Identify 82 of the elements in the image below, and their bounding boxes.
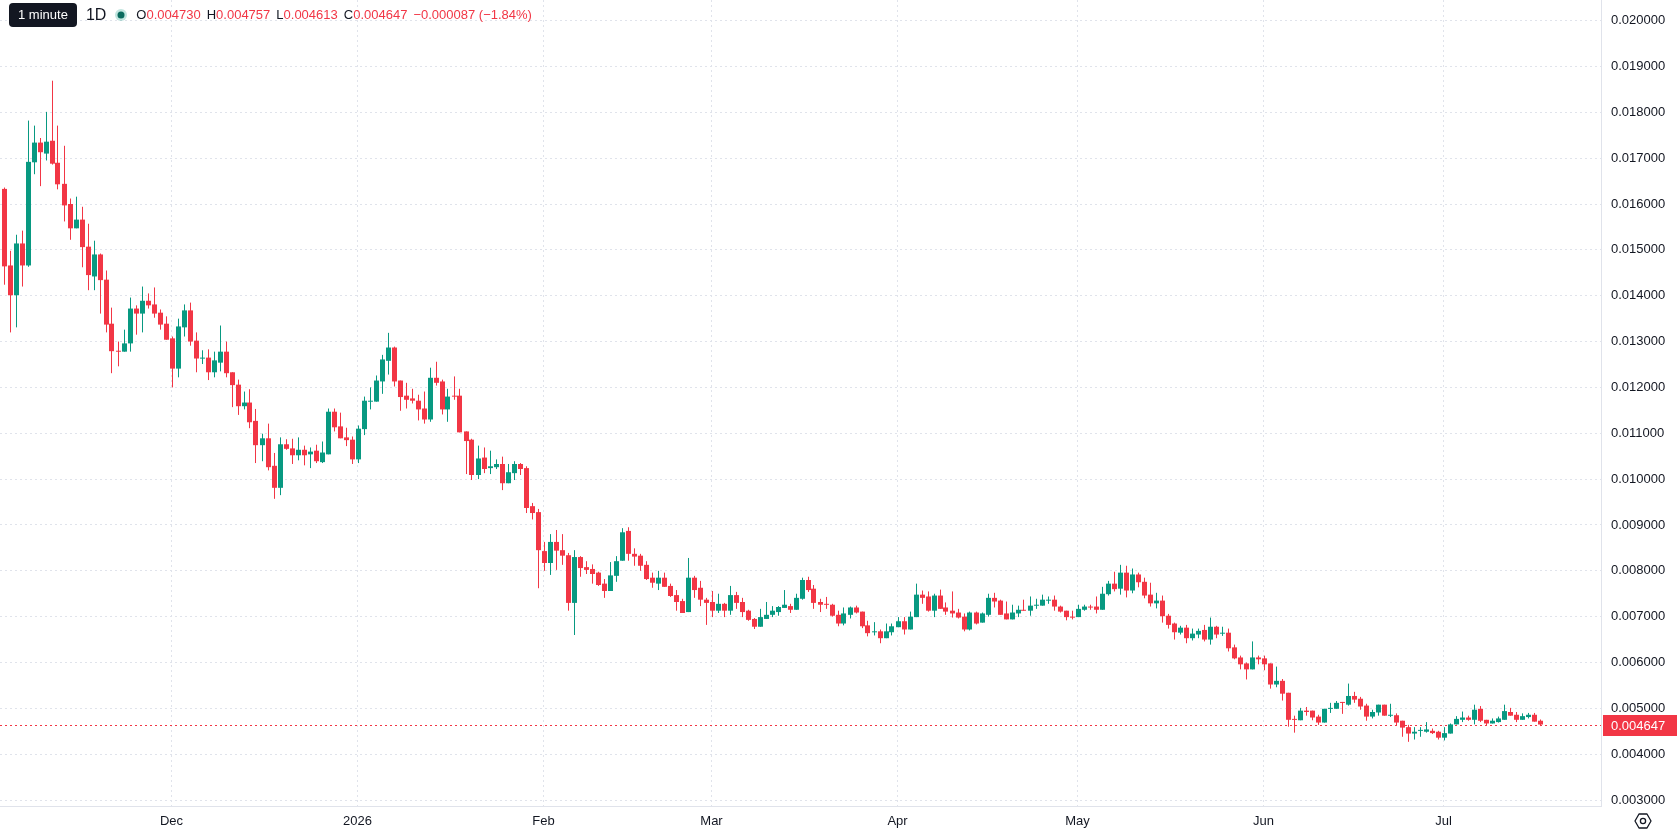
candlestick xyxy=(932,593,937,618)
x-tick-label: Feb xyxy=(532,813,555,829)
y-tick-label: 0.004000 xyxy=(1611,745,1666,761)
candlestick xyxy=(548,533,553,576)
candlestick xyxy=(134,304,139,336)
y-tick-label: 0.013000 xyxy=(1611,333,1666,349)
candlestick xyxy=(74,196,79,229)
y-tick-label: 0.018000 xyxy=(1611,103,1666,119)
y-tick-label: 0.005000 xyxy=(1611,699,1666,715)
candlestick xyxy=(1100,586,1105,611)
candlestick xyxy=(872,621,877,636)
x-tick-label: May xyxy=(1065,813,1091,829)
candlestick xyxy=(728,585,733,616)
ref-line-label: 0.004647 xyxy=(1611,717,1666,733)
y-tick-label: 0.019000 xyxy=(1611,58,1666,74)
candlestick xyxy=(500,456,505,491)
y-tick-label: 0.007000 xyxy=(1611,608,1666,624)
y-tick-label: 0.015000 xyxy=(1611,241,1666,257)
candlestick xyxy=(314,444,319,464)
x-tick-label: Dec xyxy=(159,813,184,829)
candlestick xyxy=(1250,640,1255,670)
candlestick xyxy=(626,526,631,562)
y-tick-label: 0.003000 xyxy=(1611,791,1666,807)
candlestick xyxy=(260,433,265,462)
annotation: C0.004647 xyxy=(343,7,408,22)
candlestick xyxy=(482,446,487,474)
candlestick xyxy=(967,611,972,631)
candlestick xyxy=(350,435,355,465)
candlestick xyxy=(476,445,481,480)
candlestick xyxy=(1124,565,1129,598)
candlestick xyxy=(38,137,43,187)
y-tick-label: 0.010000 xyxy=(1611,470,1666,486)
x-tick-label: Jun xyxy=(1253,813,1274,829)
candlestick xyxy=(1388,703,1393,718)
candlestick xyxy=(1274,666,1279,688)
x-tick-label: Mar xyxy=(700,813,724,829)
x-tick-label: 2026 xyxy=(343,813,372,829)
y-tick-label: 0.008000 xyxy=(1611,562,1666,578)
candlestick xyxy=(416,394,421,421)
y-tick-label: 0.006000 xyxy=(1611,654,1666,670)
candlestick xyxy=(32,125,37,175)
candlestick xyxy=(542,541,547,572)
candlestick xyxy=(140,286,145,333)
candlestick xyxy=(122,329,127,353)
candlestick xyxy=(1028,595,1033,617)
candlestick xyxy=(445,388,450,423)
x-tick-label: Apr xyxy=(887,813,909,829)
annotation: L0.004613 xyxy=(276,7,338,22)
annotation: H0.004757 xyxy=(206,7,271,22)
candlestick xyxy=(914,583,919,618)
candlestick xyxy=(200,349,205,365)
candlestick xyxy=(116,341,121,367)
candlestick xyxy=(1472,704,1477,725)
y-tick-label: 0.014000 xyxy=(1611,287,1666,303)
y-tick-label: 0.016000 xyxy=(1611,195,1666,211)
candlestick xyxy=(1021,599,1026,612)
candlestick xyxy=(716,593,721,614)
candlestick xyxy=(422,391,427,425)
y-tick-label: 0.017000 xyxy=(1611,149,1666,165)
y-tick-label: 0.020000 xyxy=(1611,12,1666,28)
candlestick xyxy=(1160,595,1165,624)
annotation: −0.000087 (−1.84%) xyxy=(413,6,532,24)
candlestick xyxy=(44,111,49,161)
candlestick xyxy=(1130,568,1135,594)
candlestick xyxy=(1412,726,1417,741)
candlestick xyxy=(236,379,241,416)
candlestick xyxy=(1340,701,1345,715)
candlestick xyxy=(656,570,661,591)
candlestick xyxy=(1208,617,1213,646)
candlestick xyxy=(20,230,25,288)
candlestick xyxy=(1346,683,1351,707)
chart-title: 1D xyxy=(85,5,107,25)
x-tick-label: Jul xyxy=(1435,813,1452,829)
annotation: 1 minute xyxy=(9,3,77,27)
annotation: O0.004730 xyxy=(136,7,201,22)
candlestick xyxy=(1118,564,1123,596)
candlestick xyxy=(1184,624,1189,644)
candlestick xyxy=(206,348,211,381)
y-tick-label: 0.009000 xyxy=(1611,516,1666,532)
y-tick-label: 0.011000 xyxy=(1611,424,1665,440)
y-tick-label: 0.012000 xyxy=(1611,378,1666,394)
candlestick xyxy=(92,240,97,291)
